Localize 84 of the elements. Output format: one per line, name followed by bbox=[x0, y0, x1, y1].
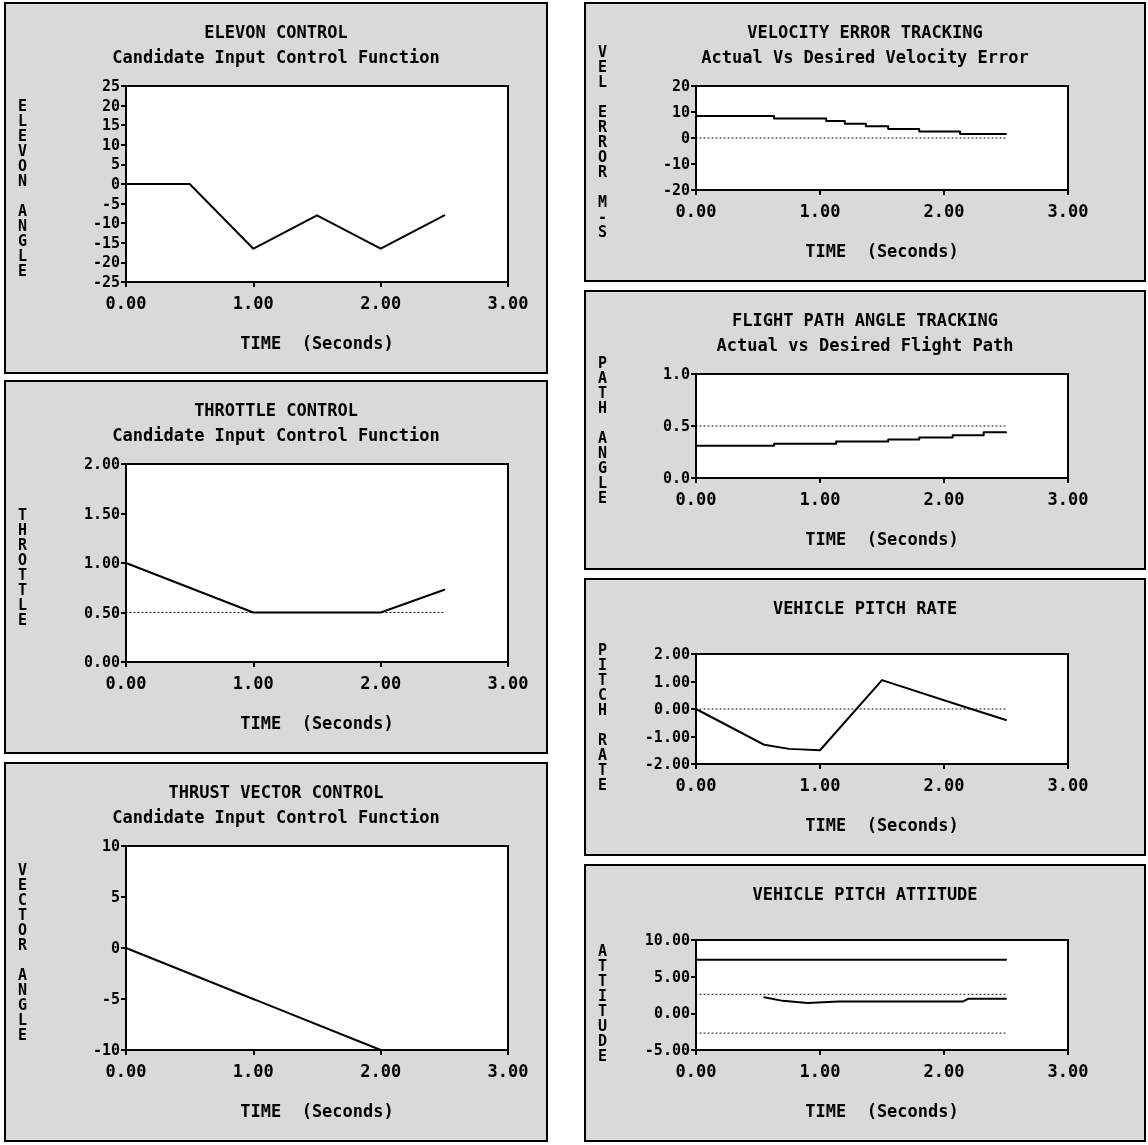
x-tick-label: 1.00 bbox=[232, 672, 274, 693]
text: VECTOR ANGLE bbox=[18, 860, 28, 1044]
x-tick-label: 2.00 bbox=[923, 774, 965, 795]
text: VEL ERROR M-S bbox=[598, 43, 608, 241]
x-tick-label: 2.00 bbox=[360, 1060, 402, 1081]
y-tick-label: 20 bbox=[671, 77, 690, 95]
x-tick-label: 3.00 bbox=[1047, 200, 1089, 221]
x-axis-title: TIME (Seconds) bbox=[240, 332, 394, 353]
y-tick-label: 0 bbox=[680, 129, 690, 147]
y-tick-label: 25 bbox=[101, 77, 120, 95]
y-axis-title: THROTTLE bbox=[18, 505, 28, 629]
y-tick-label: -10 bbox=[92, 1041, 120, 1059]
y-tick-label: -25 bbox=[92, 273, 120, 291]
y-tick-label: -15 bbox=[92, 233, 120, 252]
y-tick-label: 0.00 bbox=[653, 700, 690, 718]
chart-title: VEHICLE PITCH ATTITUDE bbox=[752, 883, 978, 904]
x-tick-label: 1.00 bbox=[799, 1060, 841, 1081]
y-tick-label: 1.50 bbox=[83, 504, 120, 523]
y-tick-label: 0 bbox=[110, 175, 120, 193]
x-axis-title: TIME (Seconds) bbox=[240, 1100, 394, 1121]
chart-title: VELOCITY ERROR TRACKING bbox=[747, 21, 983, 42]
chart-title: THROTTLE CONTROL bbox=[194, 399, 358, 420]
x-tick-label: 2.00 bbox=[923, 488, 965, 509]
y-tick-label: 5.00 bbox=[653, 967, 690, 986]
y-tick-label: 5 bbox=[110, 888, 120, 906]
x-tick-label: 1.00 bbox=[799, 774, 841, 795]
x-tick-label: 2.00 bbox=[923, 200, 965, 221]
y-tick-label: 0 bbox=[110, 939, 120, 957]
y-tick-label: 15 bbox=[101, 116, 120, 135]
x-axis-title: TIME (Seconds) bbox=[805, 814, 959, 835]
y-tick-label: -1.00 bbox=[644, 727, 690, 746]
y-tick-label: 0.5 bbox=[662, 417, 690, 435]
x-tick-label: 1.00 bbox=[799, 488, 841, 509]
y-tick-label: -10 bbox=[92, 214, 120, 233]
text: PITCH RATE bbox=[598, 640, 608, 794]
y-axis-title: ATTITUDE bbox=[598, 941, 608, 1065]
y-tick-label: 10.00 bbox=[644, 931, 690, 949]
y-tick-label: 0.00 bbox=[653, 1004, 690, 1023]
y-tick-label: 10 bbox=[671, 103, 690, 121]
x-axis-title: TIME (Seconds) bbox=[240, 712, 394, 733]
y-tick-label: -20 bbox=[662, 181, 690, 199]
y-tick-label: 10 bbox=[101, 135, 120, 154]
chart-subtitle: Candidate Input Control Function bbox=[112, 46, 440, 67]
chart-subtitle: Candidate Input Control Function bbox=[112, 806, 440, 827]
y-tick-label: -5 bbox=[101, 194, 120, 213]
x-tick-label: 3.00 bbox=[1047, 488, 1089, 509]
x-axis-title: TIME (Seconds) bbox=[805, 240, 959, 261]
y-tick-label: 2.00 bbox=[83, 455, 120, 473]
chart-title: FLIGHT PATH ANGLE TRACKING bbox=[731, 309, 999, 330]
y-tick-label: 5 bbox=[110, 155, 120, 174]
x-tick-label: 2.00 bbox=[360, 292, 402, 313]
chart-subtitle: Actual Vs Desired Velocity Error bbox=[701, 46, 1029, 67]
y-tick-label: -10 bbox=[662, 155, 690, 173]
y-tick-label: -2.00 bbox=[644, 755, 690, 773]
y-tick-label: 10 bbox=[101, 837, 120, 855]
x-tick-label: 3.00 bbox=[1047, 774, 1089, 795]
y-tick-label: -5.00 bbox=[644, 1041, 690, 1059]
chart-title: THRUST VECTOR CONTROL bbox=[168, 781, 384, 802]
x-tick-label: 3.00 bbox=[487, 1060, 529, 1081]
chart-title: VEHICLE PITCH RATE bbox=[772, 597, 958, 618]
y-tick-label: 0.50 bbox=[83, 603, 120, 622]
text: PATH ANGLE bbox=[598, 353, 608, 507]
x-axis-title: TIME (Seconds) bbox=[805, 528, 959, 549]
text: ELEVON ANGLE bbox=[18, 96, 28, 280]
x-tick-label: 3.00 bbox=[487, 292, 529, 313]
y-tick-label: 2.00 bbox=[653, 645, 690, 663]
y-tick-label: 1.0 bbox=[662, 365, 690, 383]
x-tick-label: 2.00 bbox=[360, 672, 402, 693]
chart-subtitle: Candidate Input Control Function bbox=[112, 424, 440, 445]
chart-subtitle: Actual vs Desired Flight Path bbox=[716, 334, 1014, 355]
y-tick-label: -5 bbox=[101, 990, 120, 1008]
y-tick-label: 0.0 bbox=[662, 469, 690, 487]
x-tick-label: 1.00 bbox=[232, 1060, 274, 1081]
x-tick-label: 1.00 bbox=[232, 292, 274, 313]
x-axis-title: TIME (Seconds) bbox=[805, 1100, 959, 1121]
chart-title: ELEVON CONTROL bbox=[204, 21, 348, 42]
y-tick-label: 1.00 bbox=[83, 554, 120, 572]
x-tick-label: 3.00 bbox=[1047, 1060, 1089, 1081]
y-tick-label: -20 bbox=[92, 253, 120, 272]
x-tick-label: 2.00 bbox=[923, 1060, 965, 1081]
y-tick-label: 20 bbox=[101, 96, 120, 115]
y-tick-label: 0.00 bbox=[83, 653, 120, 671]
x-tick-label: 3.00 bbox=[487, 672, 529, 693]
x-tick-label: 1.00 bbox=[799, 200, 841, 221]
